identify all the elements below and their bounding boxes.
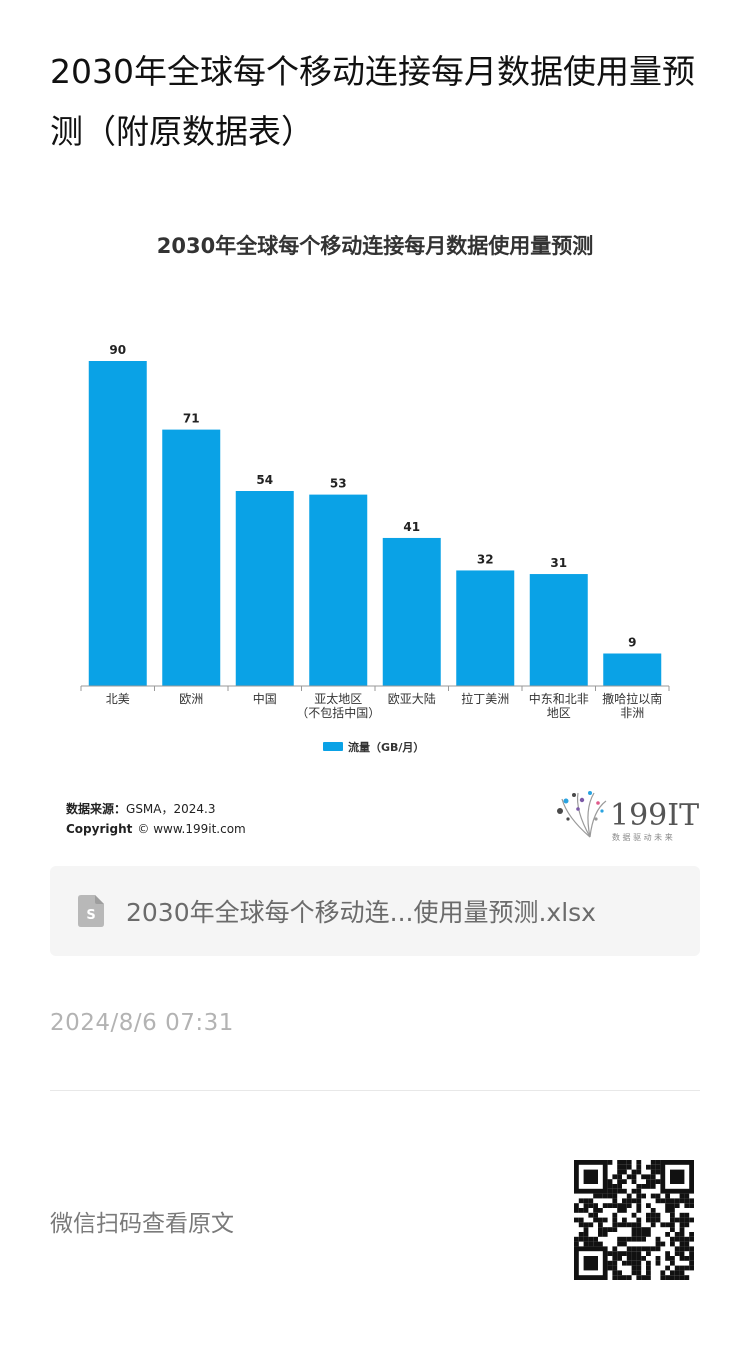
spreadsheet-file-icon: S [78, 895, 104, 927]
logo-dandelion-icon [557, 791, 607, 838]
bar [235, 491, 294, 686]
category-label: 中国 [253, 691, 277, 706]
chart-image[interactable]: 2030年全球每个移动连接每月数据使用量预测 90 71 54 53 41 32 31 9 北… [50, 205, 700, 850]
article-title: 2030年全球每个移动连接每月数据使用量预测（附原数据表） [50, 52, 695, 151]
bar [603, 653, 662, 686]
legend: 流量（GB/月） [323, 740, 424, 754]
attachment-file-name: 2030年全球每个移动连...使用量预测.xlsx [126, 898, 596, 927]
brand-logo: 199IT 数 据 驱 动 未 来 [557, 791, 699, 842]
qr-code-icon[interactable] [572, 1160, 696, 1280]
data-label: 53 [330, 477, 347, 491]
bar [456, 570, 515, 686]
category-label: 非洲 [620, 706, 644, 720]
bar [382, 537, 441, 686]
category-label: 欧亚大陆 [388, 691, 436, 706]
svg-text:数据来源：GSMA，2024.3: 数据来源：GSMA，2024.3 [66, 801, 215, 816]
category-label: 亚太地区 [314, 691, 362, 706]
bar [309, 494, 368, 686]
source-note: 数据来源：GSMA，2024.3 Copyright © www.199it.co… [66, 801, 246, 836]
category-label: 北美 [106, 692, 130, 706]
category-label: （不包括中国） [296, 705, 380, 720]
data-label: 9 [628, 636, 636, 650]
data-label: 31 [550, 556, 567, 570]
copyright-label: Copyright [66, 822, 133, 836]
logo-text: 199IT [610, 798, 699, 833]
category-label: 撒哈拉以南 [602, 691, 662, 706]
data-label: 32 [477, 552, 494, 566]
logo-tagline: 数 据 驱 动 未 来 [612, 832, 673, 842]
chart-title: 2030年全球每个移动连接每月数据使用量预测 [157, 234, 593, 258]
ticks-layer [80, 686, 670, 691]
attachment-file-card[interactable]: S 2030年全球每个移动连...使用量预测.xlsx [50, 866, 700, 956]
svg-text:S: S [86, 908, 95, 923]
bar-chart: 2030年全球每个移动连接每月数据使用量预测 90 71 54 53 41 32 31 9 北… [66, 234, 699, 842]
bars-layer: 90 71 54 53 41 32 31 9 [88, 343, 662, 686]
category-label: 中东和北非 [529, 691, 589, 706]
source-label: 数据来源： [66, 801, 126, 816]
svg-text:Copyright© www.199it.com: Copyright © www.199it.com [66, 822, 246, 836]
bar [88, 361, 147, 686]
copyright-text: © www.199it.com [137, 822, 245, 836]
data-label: 41 [403, 520, 420, 534]
category-label: 拉丁美洲 [461, 691, 509, 706]
legend-swatch [323, 742, 343, 751]
bar [529, 574, 588, 686]
bar [162, 429, 221, 686]
category-label: 地区 [547, 706, 571, 720]
post-timestamp: 2024/8/6 07:31 [50, 1010, 234, 1036]
source-text: GSMA，2024.3 [126, 802, 215, 816]
divider [50, 1090, 700, 1091]
data-label: 54 [256, 473, 273, 487]
data-label: 90 [109, 343, 126, 357]
data-label: 71 [183, 412, 200, 426]
legend-label: 流量（GB/月） [348, 740, 424, 754]
category-label: 欧洲 [179, 692, 203, 706]
qr-hint-text: 微信扫码查看原文 [50, 1211, 234, 1237]
